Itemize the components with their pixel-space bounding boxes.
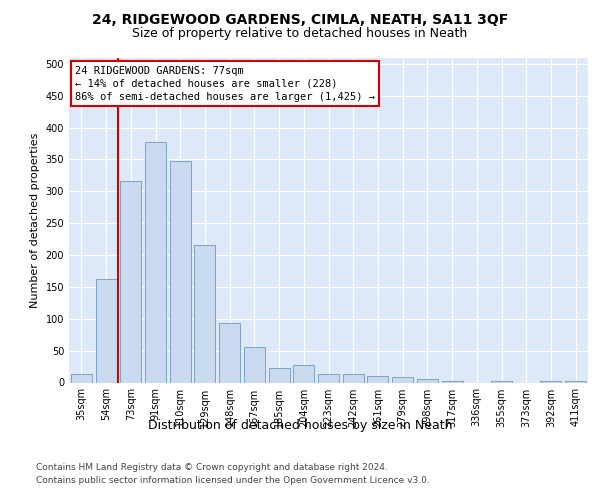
Bar	[170, 162, 191, 382]
Bar	[293, 366, 314, 382]
Text: Contains HM Land Registry data © Crown copyright and database right 2024.: Contains HM Land Registry data © Crown c…	[36, 462, 388, 471]
Text: 24, RIDGEWOOD GARDENS, CIMLA, NEATH, SA11 3QF: 24, RIDGEWOOD GARDENS, CIMLA, NEATH, SA1…	[92, 12, 508, 26]
Bar	[367, 376, 388, 382]
Bar	[219, 323, 240, 382]
Text: Distribution of detached houses by size in Neath: Distribution of detached houses by size …	[148, 419, 452, 432]
Y-axis label: Number of detached properties: Number of detached properties	[30, 132, 40, 308]
Text: 24 RIDGEWOOD GARDENS: 77sqm
← 14% of detached houses are smaller (228)
86% of se: 24 RIDGEWOOD GARDENS: 77sqm ← 14% of det…	[75, 66, 375, 102]
Bar	[145, 142, 166, 382]
Bar	[194, 246, 215, 382]
Bar	[318, 374, 339, 382]
Text: Contains public sector information licensed under the Open Government Licence v3: Contains public sector information licen…	[36, 476, 430, 485]
Bar	[442, 380, 463, 382]
Bar	[244, 348, 265, 382]
Bar	[120, 181, 141, 382]
Bar	[269, 368, 290, 382]
Text: Size of property relative to detached houses in Neath: Size of property relative to detached ho…	[133, 28, 467, 40]
Bar	[417, 380, 438, 382]
Bar	[491, 380, 512, 382]
Bar	[71, 374, 92, 382]
Bar	[541, 380, 562, 382]
Bar	[343, 374, 364, 382]
Bar	[95, 278, 116, 382]
Bar	[565, 381, 586, 382]
Bar	[392, 378, 413, 382]
